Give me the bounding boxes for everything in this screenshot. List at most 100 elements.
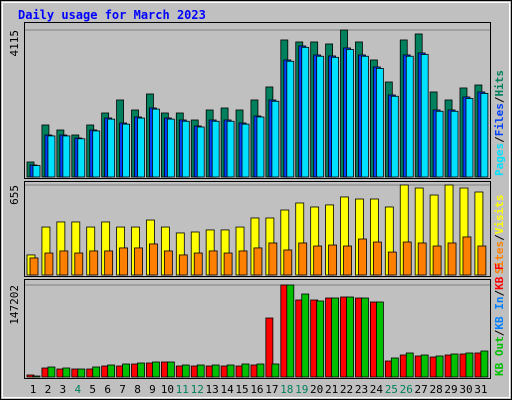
x-tick-label: 4 xyxy=(74,383,81,396)
bar xyxy=(256,363,265,378)
bar xyxy=(265,317,274,378)
legend-entry: KB In xyxy=(493,297,506,330)
bar xyxy=(301,46,310,178)
bar xyxy=(62,135,71,178)
bar xyxy=(447,242,457,276)
x-tick-label: 20 xyxy=(310,383,323,396)
legend: Pages/Files/Hits xyxy=(493,70,506,176)
bar xyxy=(417,242,427,276)
legend-entry: Visits xyxy=(493,195,506,235)
legend-entry: Sites xyxy=(493,241,506,274)
bar xyxy=(286,60,295,178)
legend-entry: KB F xyxy=(493,263,506,290)
bar xyxy=(271,363,280,378)
bar xyxy=(435,110,444,178)
bar xyxy=(134,247,143,276)
bar xyxy=(166,361,175,378)
bar xyxy=(92,366,101,378)
x-tick-label: 21 xyxy=(325,383,338,396)
x-tick-label: 22 xyxy=(340,383,353,396)
bar xyxy=(328,244,338,276)
legend: KB Out/KB In/KB F xyxy=(493,263,506,376)
bar xyxy=(137,117,145,178)
bar xyxy=(477,245,487,276)
bar xyxy=(226,120,235,178)
x-tick-label: 24 xyxy=(370,383,384,396)
bar xyxy=(196,364,205,378)
x-tick-label: 16 xyxy=(250,383,263,396)
x-tick-label: 25 xyxy=(385,383,398,396)
bar xyxy=(137,362,145,378)
bar xyxy=(301,293,310,378)
bar xyxy=(122,363,130,378)
bar xyxy=(47,135,56,178)
x-tick-label: 30 xyxy=(459,383,472,396)
bar xyxy=(29,257,39,276)
x-tick-label: 29 xyxy=(444,383,457,396)
legend-entry: Hits xyxy=(493,70,506,97)
bar xyxy=(372,241,382,276)
bar xyxy=(343,245,352,276)
bar xyxy=(196,126,205,178)
bar xyxy=(420,354,429,378)
plot-frame xyxy=(24,279,491,379)
y-tick-label: 147202 xyxy=(8,285,21,325)
bar xyxy=(462,236,472,276)
y-tick-label: 655 xyxy=(8,185,21,205)
x-tick-label: 11 xyxy=(176,383,189,396)
bar xyxy=(241,123,250,178)
bar xyxy=(238,250,248,276)
bar xyxy=(152,108,160,178)
bar xyxy=(331,56,340,178)
x-tick-label: 5 xyxy=(89,383,96,396)
bar xyxy=(107,364,116,378)
inner-border xyxy=(2,2,510,398)
bar xyxy=(256,116,265,178)
x-tick-label: 2 xyxy=(45,383,52,396)
x-tick-label: 13 xyxy=(206,383,219,396)
x-tick-label: 1 xyxy=(30,383,37,396)
bar xyxy=(104,250,114,276)
bar xyxy=(181,120,190,178)
bar xyxy=(271,100,280,178)
legend-separator: / xyxy=(493,96,506,103)
bar xyxy=(47,366,56,378)
bar xyxy=(346,296,354,378)
bar xyxy=(92,130,101,178)
bar xyxy=(77,368,86,378)
bar xyxy=(283,249,293,276)
bar xyxy=(62,367,71,378)
x-tick-label: 14 xyxy=(220,383,234,396)
bar xyxy=(44,252,54,276)
bar xyxy=(390,357,399,378)
x-tick-label: 3 xyxy=(60,383,67,396)
bar xyxy=(402,241,412,276)
bar xyxy=(313,245,323,276)
bar xyxy=(193,252,203,276)
bar xyxy=(32,375,41,378)
bar xyxy=(211,120,220,178)
legend-separator: / xyxy=(493,234,506,241)
bar xyxy=(361,297,369,378)
bar xyxy=(435,355,444,378)
bar xyxy=(77,138,86,178)
bar xyxy=(480,93,489,178)
bar xyxy=(298,242,308,276)
x-tick-label: 26 xyxy=(400,383,413,396)
x-tick-label: 9 xyxy=(149,383,156,396)
bar xyxy=(375,68,384,178)
bar xyxy=(152,361,160,378)
bar xyxy=(316,300,325,378)
bar xyxy=(346,49,354,178)
bar xyxy=(387,251,397,276)
legend-separator: / xyxy=(493,329,506,336)
legend-entry: KB Out xyxy=(493,336,506,376)
bar xyxy=(286,284,295,378)
x-tick-label: 10 xyxy=(161,383,174,396)
bar xyxy=(166,118,175,178)
bar xyxy=(450,353,459,378)
x-tick-label: 28 xyxy=(429,383,442,396)
legend-entry: Pages xyxy=(493,143,506,176)
chart-title: Daily usage for March 2023 xyxy=(18,8,206,22)
